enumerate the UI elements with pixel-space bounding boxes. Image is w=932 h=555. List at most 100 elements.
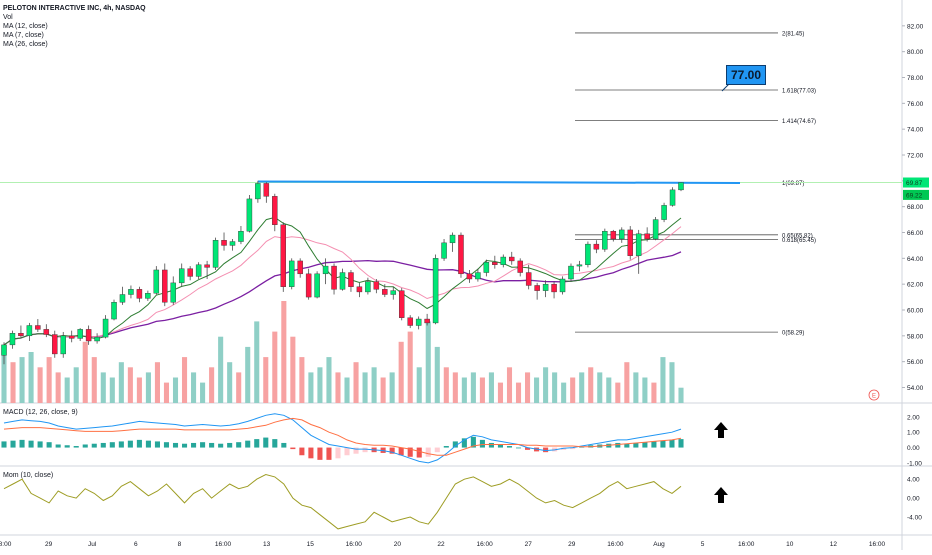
candle-body-49	[415, 318, 422, 326]
time-tick-17: 16:00	[738, 541, 755, 548]
candle-body-73	[619, 229, 625, 240]
macd-legend[interactable]: MACD (12, 26, close, 9)	[3, 408, 78, 417]
macd-hist-7	[64, 445, 70, 448]
macd-label: MACD (12, 26, close, 9)	[3, 409, 78, 416]
candle-body-51	[432, 258, 439, 324]
price-tick-3: 76.00	[907, 101, 924, 108]
candle-body-66	[559, 278, 566, 293]
volume-bar-7	[64, 377, 70, 403]
price-tick-5: 72.00	[907, 153, 924, 160]
target-price-callout[interactable]: 77.00	[726, 65, 767, 85]
macd-hist-63	[570, 447, 576, 450]
candle-body-72	[610, 231, 617, 240]
macd-hist-56	[506, 446, 513, 448]
candle-body-74	[627, 229, 633, 256]
time-tick-20: 16:00	[869, 541, 886, 548]
volume-bar-37	[335, 372, 341, 403]
earnings-marker-letter: E	[872, 394, 876, 400]
volume-bar-22	[200, 382, 206, 403]
earnings-marker	[868, 389, 880, 401]
macd-hist-24	[218, 443, 224, 448]
candle-body-57	[483, 262, 490, 273]
macd-hist-2	[19, 439, 25, 448]
macd-hist-74	[669, 439, 675, 448]
price-tick-2: 78.00	[907, 75, 924, 82]
candle-body-11	[94, 336, 100, 342]
macd-hist-37	[335, 447, 341, 459]
macd-hist-25	[227, 442, 233, 448]
macd-hist-14	[127, 440, 133, 448]
macd-tick-2: 0.00	[907, 445, 920, 452]
price-tick-9: 64.00	[907, 256, 924, 263]
volume-bar-63	[570, 377, 576, 403]
candle-body-77	[652, 219, 659, 240]
macd-hist-13	[118, 441, 124, 448]
volume-bar-42	[380, 377, 386, 403]
mom-legend[interactable]: Mom (10, close)	[3, 471, 53, 480]
candle-body-2	[18, 333, 24, 337]
candle-body-64	[542, 283, 549, 291]
legend-ma7[interactable]: MA (7, close)	[3, 32, 44, 39]
mom-label: Mom (10, close)	[3, 472, 54, 479]
volume-bar-56	[506, 367, 513, 403]
time-tick-3: 6	[134, 541, 138, 548]
candle-body-56	[475, 272, 481, 280]
price-tag-1: 69.87	[906, 180, 923, 187]
macd-hist-31	[281, 442, 287, 448]
price-tick-11: 60.00	[907, 308, 924, 315]
candle-body-12	[102, 318, 109, 338]
candle-body-32	[272, 196, 278, 225]
macd-hist-71	[642, 442, 648, 448]
macd-hist-38	[344, 447, 350, 456]
legend-ma26[interactable]: MA (26, close)	[3, 41, 48, 48]
volume-bar-53	[479, 377, 485, 403]
legend-ma12[interactable]: MA (12, close)	[3, 23, 48, 30]
volume-bar-12	[109, 377, 115, 403]
volume-bar-2	[19, 357, 25, 403]
macd-hist-39	[353, 447, 359, 454]
volume-bar-13	[118, 362, 124, 403]
fib-label-4: 0.65(65.82)	[782, 233, 813, 239]
candle-body-15	[128, 289, 134, 295]
price-tick-12: 58.00	[907, 333, 924, 340]
chart-title[interactable]: PELOTON INTERACTIVE INC, 4h, NASDAQ	[3, 5, 146, 12]
legend-vol[interactable]: Vol	[3, 14, 13, 21]
time-tick-14: 16:00	[607, 541, 624, 548]
macd-hist-16	[145, 440, 151, 448]
candle-body-10	[85, 329, 92, 342]
volume-bar-29	[263, 357, 269, 403]
legend: PELOTON INTERACTIVE INC, 4h, NASDAQ Vol …	[3, 4, 146, 49]
candle-body-8	[68, 335, 75, 339]
candle-body-78	[661, 205, 667, 220]
macd-up-arrow	[714, 422, 728, 438]
volume-bar-49	[443, 367, 449, 403]
candle-body-26	[221, 240, 227, 246]
macd-hist-70	[633, 442, 639, 448]
macd-hist-15	[136, 439, 142, 448]
candle-body-7	[60, 335, 66, 355]
volume-bar-25	[227, 362, 233, 403]
volume-bar-35	[317, 367, 323, 403]
macd-hist-73	[660, 440, 666, 448]
volume-bar-32	[290, 336, 296, 403]
candle-body-21	[178, 268, 185, 284]
time-tick-10: 22	[437, 541, 445, 548]
macd-hist-3	[28, 440, 34, 448]
volume-bar-4	[37, 367, 43, 403]
volume-bar-33	[299, 357, 305, 403]
time-tick-11: 16:00	[476, 541, 493, 548]
macd-hist-4	[37, 441, 43, 448]
volume-bar-44	[398, 341, 404, 403]
macd-hist-8	[73, 446, 79, 448]
fib-label-2: 1.414(74.67)	[782, 119, 816, 125]
candle-body-70	[593, 243, 600, 250]
volume-bar-11	[100, 372, 106, 403]
macd-hist-46	[416, 447, 422, 458]
macd-hist-55	[497, 444, 504, 448]
macd-hist-21	[191, 442, 197, 448]
volume-bar-26	[236, 372, 242, 403]
time-tick-2: Jul	[88, 541, 97, 548]
time-tick-12: 27	[525, 541, 533, 548]
candle-body-14	[119, 294, 126, 303]
